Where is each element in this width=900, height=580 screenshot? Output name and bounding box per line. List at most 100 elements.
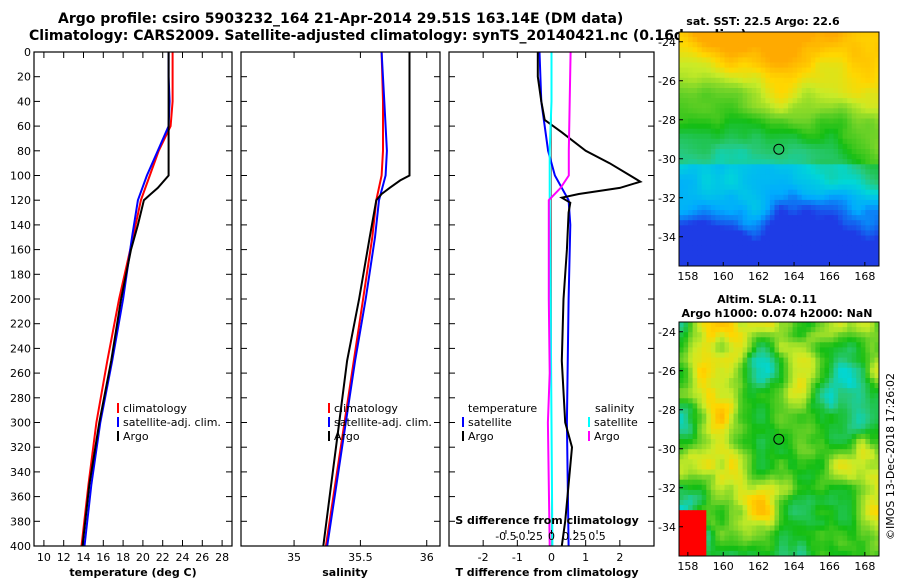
- map-cell: [688, 332, 694, 338]
- map-cell: [683, 383, 689, 389]
- map-cell: [806, 184, 812, 191]
- map-cell: [824, 388, 830, 394]
- map-cell: [842, 260, 848, 266]
- x-tick-label: 1: [582, 551, 589, 564]
- map-cell: [874, 495, 879, 501]
- map-cell: [788, 42, 794, 48]
- map-cell: [806, 398, 812, 404]
- map-cell: [683, 413, 689, 420]
- map-cell: [751, 194, 757, 201]
- map-cell: [738, 545, 744, 552]
- map-cell: [860, 423, 866, 430]
- map-cell: [779, 133, 785, 140]
- map-cell: [847, 42, 853, 48]
- map-cell: [710, 225, 716, 231]
- map-cell: [692, 194, 698, 201]
- map-cell: [792, 454, 798, 460]
- map-cell: [688, 479, 694, 486]
- map-cell: [788, 184, 794, 191]
- map-cell: [756, 510, 762, 516]
- map-cell: [774, 179, 780, 186]
- map-cell: [829, 322, 835, 328]
- map-cell: [747, 540, 753, 547]
- map-cell: [829, 439, 835, 445]
- map-cell: [797, 489, 803, 496]
- map-cell: [874, 367, 879, 374]
- map-cell: [710, 520, 716, 527]
- map-cell: [769, 32, 775, 38]
- map-cell: [679, 459, 685, 465]
- map-cell: [688, 403, 694, 410]
- map-cell: [710, 337, 716, 343]
- map-cell: [719, 37, 725, 43]
- map-cell: [851, 235, 857, 242]
- map-cell: [710, 260, 716, 266]
- map-cell: [815, 164, 821, 170]
- map-cell: [706, 240, 712, 247]
- map-cell: [747, 245, 753, 252]
- map-cell: [756, 413, 762, 420]
- map-cell: [874, 154, 879, 160]
- map-cell: [756, 138, 762, 145]
- map-cell: [683, 398, 689, 404]
- map-cell: [715, 337, 721, 343]
- map-cell: [679, 342, 685, 348]
- x-tick-label: 162: [748, 270, 769, 283]
- map-cell: [869, 474, 875, 481]
- map-cell: [710, 327, 716, 333]
- map-cell: [783, 444, 789, 450]
- map-cell: [792, 133, 798, 140]
- map-cell: [724, 357, 730, 364]
- map-cell: [819, 230, 825, 237]
- map-cell: [715, 489, 721, 496]
- map-cell: [706, 88, 712, 94]
- map-cell: [738, 408, 744, 415]
- map-cell: [806, 179, 812, 186]
- map-cell: [742, 362, 748, 369]
- map-cell: [724, 199, 730, 206]
- map-cell: [683, 332, 689, 338]
- map-cell: [874, 159, 879, 165]
- map-cell: [810, 428, 816, 435]
- credit-stamp: ©IMOS 13-Dec-2018 17:26:02: [884, 373, 897, 540]
- map-cell: [788, 67, 794, 74]
- map-cell: [838, 357, 844, 364]
- map-cell: [769, 332, 775, 338]
- map-cell: [760, 322, 766, 328]
- map-cell: [810, 469, 816, 476]
- map-cell: [747, 433, 753, 440]
- map-cell: [824, 128, 830, 135]
- map-cell: [829, 469, 835, 476]
- map-cell: [688, 37, 694, 43]
- map-cell: [860, 52, 866, 58]
- map-cell: [779, 235, 785, 242]
- map-cell: [706, 72, 712, 79]
- map-cell: [769, 525, 775, 532]
- map-cell: [851, 82, 857, 89]
- map-cell: [779, 352, 785, 359]
- map-cell: [697, 378, 703, 384]
- map-cell: [706, 454, 712, 460]
- map-cell: [865, 505, 871, 511]
- map-cell: [710, 215, 716, 221]
- map-cell: [692, 123, 698, 130]
- map-cell: [856, 174, 862, 181]
- map-cell: [806, 220, 812, 226]
- map-cell: [865, 418, 871, 425]
- map-cell: [788, 260, 794, 266]
- map-cell: [792, 439, 798, 445]
- map-cell: [815, 37, 821, 43]
- map-cell: [683, 205, 689, 211]
- map-cell: [856, 322, 862, 328]
- map-cell: [824, 327, 830, 333]
- map-cell: [865, 235, 871, 242]
- map-cell: [756, 57, 762, 64]
- map-cell: [742, 164, 748, 170]
- map-cell: [756, 454, 762, 460]
- map-cell: [860, 479, 866, 486]
- map-cell: [779, 479, 785, 486]
- map-cell: [819, 327, 825, 333]
- map-cell: [824, 322, 830, 328]
- map-cell: [838, 459, 844, 465]
- map-cell: [747, 479, 753, 486]
